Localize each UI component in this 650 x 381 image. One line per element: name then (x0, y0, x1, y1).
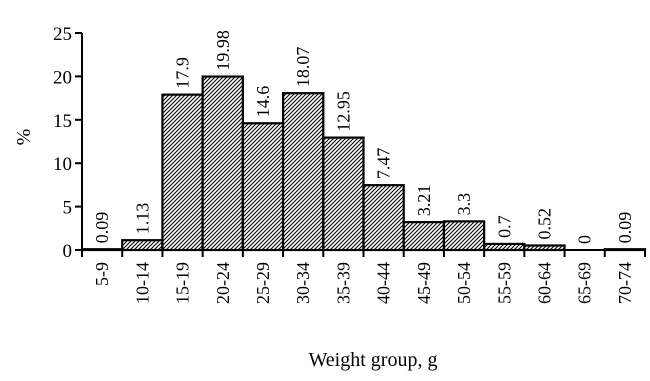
bar-50-54 (442, 220, 486, 252)
data-label: 19.98 (213, 30, 233, 71)
x-tick-label: 45-49 (414, 262, 434, 304)
data-label: 3.3 (454, 193, 474, 216)
x-tick-label: 30-34 (293, 262, 313, 304)
data-label: 17.9 (173, 57, 193, 89)
x-tick-label: 65-69 (575, 262, 595, 304)
x-tick-label: 10-14 (132, 262, 152, 304)
x-tick-label: 55-59 (494, 262, 514, 304)
bar-20-24 (201, 75, 244, 252)
x-tick-label: 35-39 (333, 262, 353, 304)
data-label: 0.09 (615, 212, 635, 244)
x-axis-title: Weight group, g (309, 349, 438, 371)
bar-45-49 (402, 221, 446, 252)
bar-30-34 (281, 92, 325, 252)
x-tick-label: 15-19 (173, 262, 193, 304)
x-tick-label: 50-54 (454, 262, 474, 304)
y-tick-label: 25 (53, 24, 72, 45)
data-label: 0.52 (534, 208, 554, 240)
data-label: 14.6 (253, 86, 273, 118)
x-tick-label: 60-64 (534, 262, 554, 304)
x-tick-label: 40-44 (374, 262, 394, 304)
y-tick-label: 5 (63, 198, 73, 219)
bar-25-29 (241, 122, 285, 252)
data-label: 0.09 (92, 212, 112, 244)
data-label: 7.47 (374, 148, 394, 180)
x-tick-label: 25-29 (253, 262, 273, 304)
data-label: 12.95 (333, 91, 353, 132)
bar-15-19 (161, 93, 204, 252)
y-tick-label: 0 (63, 241, 73, 262)
data-label: 1.13 (132, 203, 152, 235)
bar-40-44 (362, 184, 405, 252)
x-tick-label: 70-74 (615, 262, 635, 304)
y-tick-label: 20 (53, 67, 72, 88)
y-tick-label: 10 (53, 154, 72, 175)
data-label: 3.21 (414, 185, 434, 217)
y-axis-title: % (13, 129, 35, 146)
y-tick-label: 15 (53, 111, 72, 132)
data-label: 0.7 (494, 215, 514, 238)
bar-10-14 (121, 239, 164, 252)
x-tick-label: 20-24 (213, 262, 233, 304)
x-tick-label: 5-9 (92, 262, 112, 286)
bar-35-39 (322, 136, 365, 252)
data-label: 18.07 (293, 47, 313, 88)
data-label: 0 (575, 235, 595, 244)
